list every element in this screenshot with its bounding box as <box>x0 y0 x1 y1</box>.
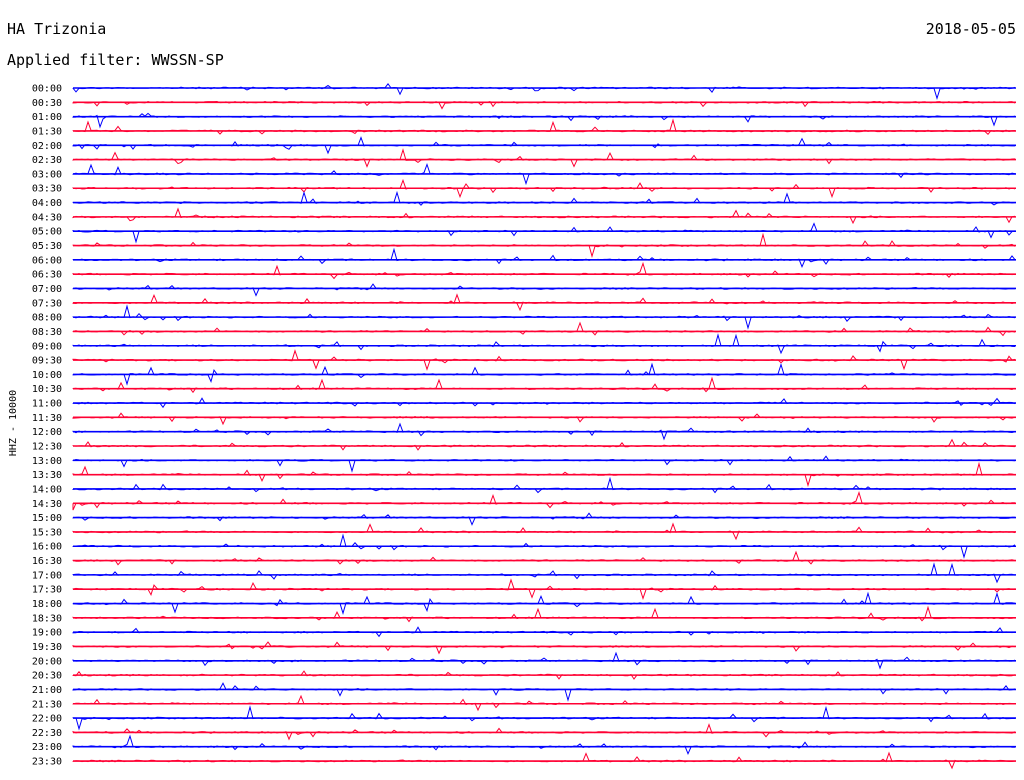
row-time-label: 23:00 <box>32 742 62 753</box>
trace-rows: 00:00 00:30 01:00 01:30 02:00 02:30 03:00 03:30… <box>32 82 1016 770</box>
trace-row <box>72 82 1016 101</box>
trace-row <box>72 455 1016 473</box>
trace-row <box>72 438 1016 451</box>
row-time-label: 11:00 <box>32 399 62 410</box>
row-time-label: 21:30 <box>32 699 62 710</box>
row-time-label: 20:30 <box>32 671 62 682</box>
row-time-label: 22:00 <box>32 714 62 725</box>
row-time-label: 05:00 <box>32 227 62 238</box>
trace-row <box>72 512 1016 526</box>
row-time-label: 07:30 <box>32 298 62 309</box>
row-time-label: 20:00 <box>32 656 62 667</box>
row-time-label: 11:30 <box>32 413 62 424</box>
row-time-label: 07:00 <box>32 284 62 295</box>
row-time-label: 05:30 <box>32 241 62 252</box>
row-time-label: 23:30 <box>32 757 62 768</box>
trace-row <box>72 321 1016 337</box>
row-time-label: 03:30 <box>32 184 62 195</box>
trace-row <box>72 261 1016 280</box>
trace-row <box>72 247 1016 268</box>
row-time-label: 00:30 <box>32 98 62 109</box>
row-time-label: 04:30 <box>32 212 62 223</box>
trace-row <box>72 490 1016 511</box>
trace-row <box>72 118 1016 136</box>
row-time-label: 18:00 <box>32 599 62 610</box>
trace-row <box>72 283 1016 297</box>
trace-row <box>72 207 1016 225</box>
row-time-label: 14:30 <box>32 499 62 510</box>
row-time-label: 09:30 <box>32 356 62 367</box>
date-label: 2018-05-05 <box>925 20 1016 38</box>
row-time-label: 12:30 <box>32 442 62 453</box>
trace-row <box>72 333 1016 355</box>
row-time-label: 00:00 <box>32 84 62 95</box>
row-time-label: 09:00 <box>32 341 62 352</box>
station-title: HA Trizonia <box>7 20 107 38</box>
trace-row <box>72 222 1016 244</box>
row-time-label: 10:30 <box>32 384 62 395</box>
trace-row <box>72 734 1016 755</box>
trace-row <box>72 148 1016 168</box>
channel-axis-label: HHZ - 10000 <box>8 390 19 456</box>
row-time-label: 10:00 <box>32 370 62 381</box>
row-time-label: 22:30 <box>32 728 62 739</box>
row-time-label: 19:00 <box>32 628 62 639</box>
row-time-label: 16:30 <box>32 556 62 567</box>
row-time-label: 01:00 <box>32 112 62 123</box>
row-time-label: 08:00 <box>32 313 62 324</box>
row-time-label: 15:30 <box>32 527 62 538</box>
row-time-label: 15:00 <box>32 513 62 524</box>
row-time-label: 13:00 <box>32 456 62 467</box>
row-time-label: 06:30 <box>32 270 62 281</box>
row-time-label: 01:30 <box>32 126 62 137</box>
trace-row <box>72 550 1016 566</box>
row-time-label: 03:00 <box>32 169 62 180</box>
filter-label: Applied filter: WWSSN-SP <box>7 51 224 69</box>
trace-row <box>72 476 1016 494</box>
trace-row <box>72 112 1016 129</box>
trace-row <box>72 605 1016 623</box>
row-time-label: 04:00 <box>32 198 62 209</box>
trace-row <box>72 562 1016 584</box>
row-time-label: 21:00 <box>32 685 62 696</box>
row-time-label: 13:30 <box>32 470 62 481</box>
row-time-label: 19:30 <box>32 642 62 653</box>
trace-row <box>72 641 1016 655</box>
row-time-label: 02:00 <box>32 141 62 152</box>
row-time-label: 12:00 <box>32 427 62 438</box>
trace-row <box>72 376 1016 394</box>
row-time-label: 06:00 <box>32 255 62 266</box>
row-time-label: 08:30 <box>32 327 62 338</box>
row-time-label: 17:00 <box>32 570 62 581</box>
row-time-label: 17:30 <box>32 585 62 596</box>
row-time-label: 02:30 <box>32 155 62 166</box>
trace-row <box>72 682 1016 702</box>
row-time-label: 16:00 <box>32 542 62 553</box>
row-time-label: 14:00 <box>32 484 62 495</box>
row-time-label: 18:30 <box>32 613 62 624</box>
trace-row <box>72 412 1016 426</box>
